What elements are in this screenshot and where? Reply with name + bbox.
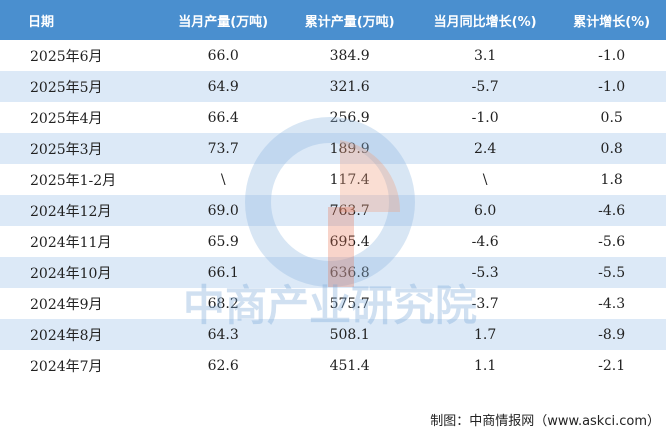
header-cell: 日期 (0, 0, 160, 40)
value-cell: -4.6 (471, 233, 499, 250)
header-row: 日期 当月产量(万吨) 累计产量(万吨) 当月同比增长(%) 累计增长(%) (0, 0, 666, 40)
value-cell: 0.8 (557, 133, 666, 164)
header-cell: 累计产量(万吨) (286, 0, 413, 40)
value-cell: 66.1 (159, 257, 287, 288)
value-cell: -1.0 (598, 47, 626, 64)
date-cell: 2025年4月 (30, 110, 103, 127)
value-cell: \ (482, 171, 488, 188)
table-row: 2024年11月 65.9 695.4 -4.6 -5.6 (0, 226, 666, 257)
value-cell: 508.1 (286, 319, 413, 350)
value-cell: 636.8 (286, 257, 413, 288)
table-row: 2025年3月 73.7 189.9 2.4 0.8 (0, 133, 666, 164)
header-cell: 累计增长(%) (557, 0, 666, 40)
table-row: 2024年8月 64.3 508.1 1.7 -8.9 (0, 319, 666, 350)
value-cell: 69.0 (159, 195, 287, 226)
value-cell: 117.4 (329, 171, 370, 188)
value-cell: 575.7 (329, 295, 370, 312)
date-cell: 2024年8月 (0, 319, 160, 350)
value-cell: \ (220, 171, 226, 188)
value-cell: -5.7 (412, 71, 558, 102)
value-cell: 1.1 (473, 357, 497, 374)
value-cell: -5.3 (412, 257, 558, 288)
value-cell: 3.1 (473, 47, 497, 64)
value-cell: 66.0 (207, 47, 239, 64)
value-cell: 321.6 (286, 71, 413, 102)
value-cell: -1.0 (471, 109, 499, 126)
table-row: 2024年10月 66.1 636.8 -5.3 -5.5 (0, 257, 666, 288)
table-row: 2025年5月 64.9 321.6 -5.7 -1.0 (0, 71, 666, 102)
value-cell: 763.7 (286, 195, 413, 226)
value-cell: 73.7 (159, 133, 287, 164)
value-cell: -4.3 (598, 295, 626, 312)
value-cell: 62.6 (207, 357, 239, 374)
date-cell: 2024年11月 (30, 234, 112, 251)
value-cell: 68.2 (207, 295, 239, 312)
value-cell: -2.1 (598, 357, 626, 374)
value-cell: 2.4 (412, 133, 558, 164)
table-row: 2025年6月 66.0 384.9 3.1 -1.0 (0, 40, 666, 71)
data-table: 日期 当月产量(万吨) 累计产量(万吨) 当月同比增长(%) 累计增长(%) 2025年… (0, 0, 666, 381)
date-cell: 2025年6月 (30, 48, 103, 65)
table-row: 2025年1-2月 \ 117.4 \ 1.8 (0, 164, 666, 195)
value-cell: 384.9 (329, 47, 370, 64)
value-cell: -8.9 (557, 319, 666, 350)
table-row: 2025年4月 66.4 256.9 -1.0 0.5 (0, 102, 666, 133)
value-cell: 0.5 (600, 109, 623, 126)
date-cell: 2025年3月 (0, 133, 160, 164)
date-cell: 2024年10月 (0, 257, 160, 288)
date-cell: 2024年12月 (0, 195, 160, 226)
value-cell: -1.0 (557, 71, 666, 102)
value-cell: 1.8 (600, 171, 623, 188)
value-cell: 66.4 (207, 109, 239, 126)
table-row: 2024年9月 68.2 575.7 -3.7 -4.3 (0, 288, 666, 319)
date-cell: 2025年1-2月 (30, 172, 117, 189)
value-cell: 65.9 (207, 233, 239, 250)
header-cell: 当月同比增长(%) (412, 0, 558, 40)
value-cell: 64.9 (159, 71, 287, 102)
value-cell: 256.9 (329, 109, 370, 126)
value-cell: 1.7 (412, 319, 558, 350)
value-cell: 64.3 (159, 319, 287, 350)
date-cell: 2024年7月 (30, 358, 103, 375)
value-cell: 451.4 (329, 357, 370, 374)
footer: 制图：中商情报网（www.askci.com） (430, 414, 660, 429)
table-body: 2025年6月 66.0 384.9 3.1 -1.0 2025年5月 64.9 321.6-… (0, 40, 666, 381)
value-cell: -4.6 (557, 195, 666, 226)
value-cell: 189.9 (286, 133, 413, 164)
table-row: 2024年7月 62.6 451.4 1.1 -2.1 (0, 350, 666, 381)
date-cell: 2024年9月 (30, 296, 103, 313)
value-cell: -5.5 (557, 257, 666, 288)
value-cell: -5.6 (598, 233, 626, 250)
value-cell: -3.7 (471, 295, 499, 312)
header-cell: 当月产量(万吨) (159, 0, 287, 40)
date-cell: 2025年5月 (0, 71, 160, 102)
value-cell: 6.0 (412, 195, 558, 226)
value-cell: 695.4 (329, 233, 370, 250)
table-row: 2024年12月 69.0 763.7 6.0 -4.6 (0, 195, 666, 226)
